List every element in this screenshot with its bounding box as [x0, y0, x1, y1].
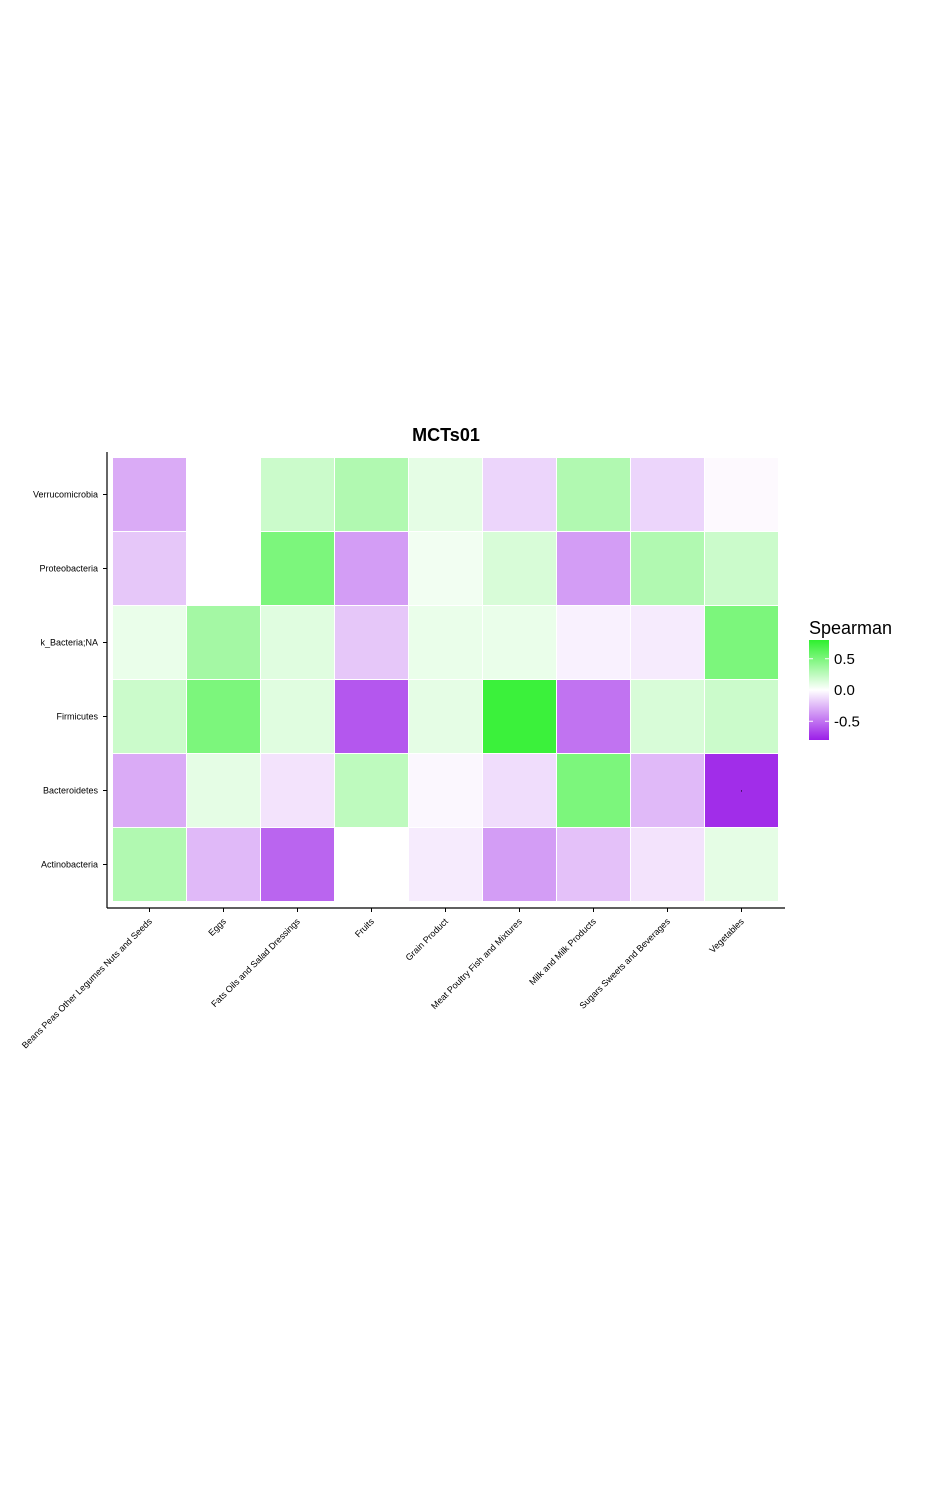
heatmap-cell-verrucomicrobia-eggs [187, 458, 260, 531]
heatmap-cell-k-bacteria-na-beans-peas-other-legumes-nuts-and-seeds [113, 606, 186, 679]
x-tick-label-milk-and-milk-products: Milk and Milk Products [527, 916, 598, 987]
heatmap-cell-k-bacteria-na-grain-product [409, 606, 482, 679]
x-tick-label-eggs: Eggs [206, 916, 228, 938]
heatmap-cell-actinobacteria-sugars-sweets-and-beverages [631, 828, 704, 901]
heatmap-cell-proteobacteria-fruits [335, 532, 408, 605]
x-tick-label-vegetables: Vegetables [707, 916, 746, 955]
heatmap-cell-firmicutes-vegetables [705, 680, 778, 753]
heatmap-cell-proteobacteria-grain-product [409, 532, 482, 605]
x-tick-label-meat-poultry-fish-and-mixtures: Meat Poultry Fish and Mixtures [429, 916, 524, 1011]
heatmap-cell-bacteroidetes-grain-product [409, 754, 482, 827]
heatmap-cell-actinobacteria-grain-product [409, 828, 482, 901]
heatmap-cell-k-bacteria-na-sugars-sweets-and-beverages [631, 606, 704, 679]
heatmap-cell-proteobacteria-fats-oils-and-salad-dressings [261, 532, 334, 605]
heatmap-cell-firmicutes-grain-product [409, 680, 482, 753]
heatmap-cell-actinobacteria-vegetables [705, 828, 778, 901]
heatmap-cell-verrucomicrobia-milk-and-milk-products [557, 458, 630, 531]
heatmap-cell-firmicutes-sugars-sweets-and-beverages [631, 680, 704, 753]
heatmap-cell-actinobacteria-fruits [335, 828, 408, 901]
cell-annotation: · [740, 786, 743, 797]
heatmap-cell-verrucomicrobia-vegetables [705, 458, 778, 531]
heatmap-cell-firmicutes-fruits [335, 680, 408, 753]
heatmap-cell-actinobacteria-beans-peas-other-legumes-nuts-and-seeds [113, 828, 186, 901]
heatmap-cell-bacteroidetes-beans-peas-other-legumes-nuts-and-seeds [113, 754, 186, 827]
heatmap-cell-actinobacteria-fats-oils-and-salad-dressings [261, 828, 334, 901]
legend-ticks: 0.5 0.0 -0.5 [809, 651, 860, 730]
heatmap-cell-proteobacteria-beans-peas-other-legumes-nuts-and-seeds [113, 532, 186, 605]
heatmap-cell-verrucomicrobia-fruits [335, 458, 408, 531]
heatmap-cell-bacteroidetes-meat-poultry-fish-and-mixtures [483, 754, 556, 827]
x-tick-label-fats-oils-and-salad-dressings: Fats Oils and Salad Dressings [209, 916, 302, 1009]
heatmap-cell-proteobacteria-eggs [187, 532, 260, 605]
heatmap-cell-verrucomicrobia-meat-poultry-fish-and-mixtures [483, 458, 556, 531]
x-tick-label-fruits: Fruits [353, 916, 376, 939]
heatmap-cell-verrucomicrobia-grain-product [409, 458, 482, 531]
heatmap-cell-k-bacteria-na-vegetables [705, 606, 778, 679]
x-tick-label-sugars-sweets-and-beverages: Sugars Sweets and Beverages [577, 916, 672, 1011]
heatmap-cell-bacteroidetes-milk-and-milk-products [557, 754, 630, 827]
heatmap-cell-k-bacteria-na-fruits [335, 606, 408, 679]
x-tick-label-grain-product: Grain Product [404, 916, 451, 963]
y-tick-label-firmicutes: Firmicutes [56, 712, 98, 722]
legend: Spearman 0.5 0.0 -0.5 [809, 618, 892, 740]
x-axis-ticks: Beans Peas Other Legumes Nuts and Seeds E… [20, 908, 746, 1050]
chart-title: MCTs01 [412, 425, 480, 445]
heatmap-cell-proteobacteria-sugars-sweets-and-beverages [631, 532, 704, 605]
heatmap-cell-firmicutes-beans-peas-other-legumes-nuts-and-seeds [113, 680, 186, 753]
heatmap-cell-verrucomicrobia-beans-peas-other-legumes-nuts-and-seeds [113, 458, 186, 531]
heatmap-cell-firmicutes-meat-poultry-fish-and-mixtures [483, 680, 556, 753]
heatmap-cell-k-bacteria-na-milk-and-milk-products [557, 606, 630, 679]
cell-annotations: · [740, 786, 743, 797]
heatmap-cell-actinobacteria-meat-poultry-fish-and-mixtures [483, 828, 556, 901]
heatmap-cell-bacteroidetes-fats-oils-and-salad-dressings [261, 754, 334, 827]
heatmap-cell-bacteroidetes-sugars-sweets-and-beverages [631, 754, 704, 827]
heatmap-cell-firmicutes-eggs [187, 680, 260, 753]
heatmap-cell-k-bacteria-na-fats-oils-and-salad-dressings [261, 606, 334, 679]
y-axis-ticks: Verrucomicrobia Proteobacteria k_Bacteria;… [33, 490, 107, 870]
heatmap-cell-firmicutes-milk-and-milk-products [557, 680, 630, 753]
heatmap-cell-actinobacteria-eggs [187, 828, 260, 901]
heatmap-cell-verrucomicrobia-fats-oils-and-salad-dressings [261, 458, 334, 531]
heatmap-cell-bacteroidetes-eggs [187, 754, 260, 827]
y-tick-label-k-bacteria-na: k_Bacteria;NA [40, 638, 98, 648]
legend-label: 0.5 [834, 651, 855, 668]
x-tick-label-beans-peas-other-legumes-nuts-and-seeds: Beans Peas Other Legumes Nuts and Seeds [20, 916, 154, 1050]
y-tick-label-actinobacteria: Actinobacteria [41, 860, 98, 870]
heatmap-cell-verrucomicrobia-sugars-sweets-and-beverages [631, 458, 704, 531]
heatmap-cell-k-bacteria-na-meat-poultry-fish-and-mixtures [483, 606, 556, 679]
legend-colorbar [809, 640, 829, 740]
y-tick-label-proteobacteria: Proteobacteria [39, 564, 98, 574]
heatmap-cells [113, 458, 778, 901]
heatmap-cell-proteobacteria-meat-poultry-fish-and-mixtures [483, 532, 556, 605]
heatmap-cell-k-bacteria-na-eggs [187, 606, 260, 679]
heatmap-cell-proteobacteria-milk-and-milk-products [557, 532, 630, 605]
legend-label: 0.0 [834, 682, 855, 699]
heatmap-cell-proteobacteria-vegetables [705, 532, 778, 605]
y-tick-label-verrucomicrobia: Verrucomicrobia [33, 490, 98, 500]
heatmap-cell-bacteroidetes-fruits [335, 754, 408, 827]
legend-title: Spearman [809, 618, 892, 638]
y-tick-label-bacteroidetes: Bacteroidetes [43, 786, 99, 796]
heatmap-cell-firmicutes-fats-oils-and-salad-dressings [261, 680, 334, 753]
heatmap-cell-bacteroidetes-vegetables [705, 754, 778, 827]
heatmap-cell-actinobacteria-milk-and-milk-products [557, 828, 630, 901]
legend-label: -0.5 [834, 713, 860, 730]
